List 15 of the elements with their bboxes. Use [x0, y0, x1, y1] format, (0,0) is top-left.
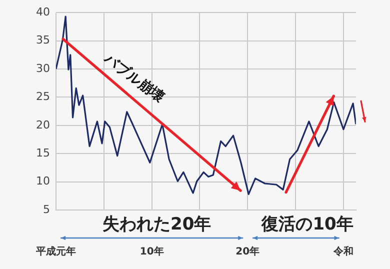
text: 復活の10年 [260, 214, 354, 234]
y-tick-label: 35 [36, 34, 50, 47]
y-tick-label: 10 [36, 174, 50, 188]
x-tick-label: 20年 [236, 246, 260, 258]
x-tick-label: 平成元年 [35, 246, 76, 258]
x-tick-label: 令和 [332, 246, 354, 258]
y-tick-label: 20 [36, 118, 50, 132]
text: 失われた20年 [102, 214, 212, 234]
annotation: バブル崩壊 [100, 50, 168, 106]
y-tick-label: 30 [36, 62, 50, 75]
y-tick-label: 25 [36, 90, 50, 104]
y-tick-label: 40 [36, 5, 50, 18]
x-tick-label: 10年 [140, 246, 164, 258]
y-tick-label: 15 [36, 146, 50, 160]
y-tick-label: 5 [43, 202, 50, 216]
